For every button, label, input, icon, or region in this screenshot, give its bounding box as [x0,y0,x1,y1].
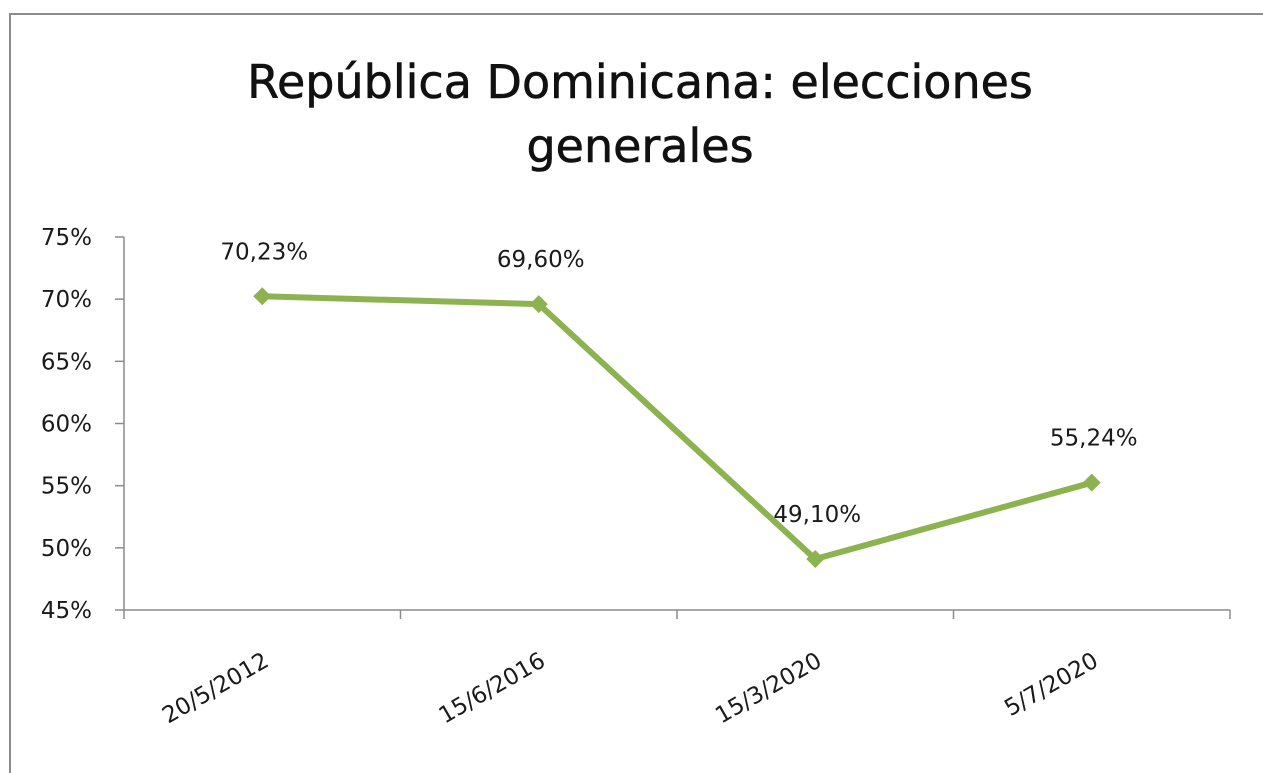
y-tick-label: 55% [41,474,92,500]
y-tick-label: 60% [41,412,92,438]
y-tick-label: 45% [41,598,92,624]
y-tick-label: 75% [41,225,92,251]
y-tick-label: 65% [41,349,92,375]
data-point-marker [529,295,548,314]
x-tick-label: 5/7/2020 [1000,648,1102,722]
x-tick-label: 15/6/2016 [435,648,550,729]
data-label: 49,10% [773,502,861,528]
chart-frame [9,13,1263,773]
data-point-marker [806,550,825,569]
data-label: 70,23% [220,239,308,265]
y-tick-label: 50% [41,536,92,562]
x-tick-label: 15/3/2020 [711,648,826,729]
data-point-marker [1082,473,1101,492]
data-label: 69,60% [497,247,585,273]
x-tick-label: 20/5/2012 [158,648,273,729]
data-label: 55,24% [1050,426,1138,452]
y-tick-label: 70% [41,287,92,313]
data-point-marker [253,287,272,306]
chart-title: República Dominicana: elecciones general… [247,55,1033,174]
series-line [262,293,1093,563]
